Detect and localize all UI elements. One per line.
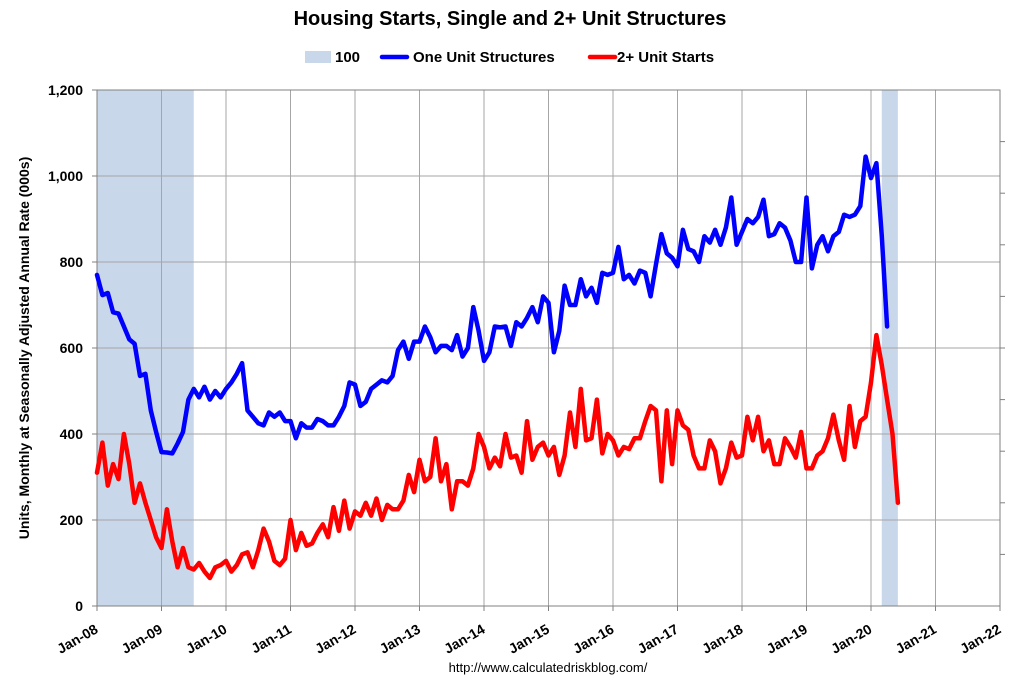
x-tick-label: Jan-19 <box>764 621 811 657</box>
horizontal-gridlines <box>92 89 1000 607</box>
y-tick-label: 200 <box>60 512 84 528</box>
y-axis-tick-labels: 0 200 400 600 800 1,000 1,200 <box>48 82 83 614</box>
plot-area <box>92 89 1005 611</box>
series-line-one-unit <box>94 154 890 456</box>
x-tick-label: Jan-10 <box>183 621 230 657</box>
right-axis-ticks <box>1000 141 1005 555</box>
x-tick-label: Jan-11 <box>248 621 294 657</box>
legend-swatch-band <box>305 51 331 63</box>
x-tick-label: Jan-09 <box>119 621 166 657</box>
series-line-two-plus-unit <box>94 332 901 581</box>
source-url: http://www.calculatedriskblog.com/ <box>449 660 648 675</box>
x-tick-label: Jan-22 <box>957 621 1004 657</box>
y-tick-label: 600 <box>60 340 84 356</box>
legend-label: One Unit Structures <box>413 49 555 66</box>
x-tick-label: Jan-20 <box>828 621 875 657</box>
x-tick-label: Jan-15 <box>506 621 553 657</box>
legend-label: 100 <box>335 49 360 66</box>
x-tick-label: Jan-08 <box>54 621 101 657</box>
series-lines <box>94 154 901 581</box>
x-tick-label: Jan-12 <box>312 621 359 657</box>
y-tick-label: 800 <box>60 254 84 270</box>
x-tick-label: Jan-14 <box>441 621 488 657</box>
x-tick-label: Jan-16 <box>570 621 617 657</box>
y-axis-label: Units, Monthly at Seasonally Adjusted An… <box>16 157 32 539</box>
x-tick-label: Jan-13 <box>377 621 424 657</box>
y-tick-label: 0 <box>75 598 83 614</box>
legend-label: 2+ Unit Starts <box>617 49 714 66</box>
y-tick-label: 1,200 <box>48 82 83 98</box>
y-tick-label: 1,000 <box>48 168 83 184</box>
x-tick-label: Jan-18 <box>699 621 746 657</box>
x-tick-label: Jan-17 <box>635 621 682 657</box>
x-tick-label: Jan-21 <box>893 621 940 657</box>
chart-legend: 100 One Unit Structures 2+ Unit Starts <box>305 49 714 66</box>
y-tick-label: 400 <box>60 426 84 442</box>
chart-title: Housing Starts, Single and 2+ Unit Struc… <box>294 8 727 30</box>
x-axis-tick-labels: Jan-08 Jan-09 Jan-10 Jan-11 Jan-12 Jan-13 Jan-… <box>54 621 1004 657</box>
